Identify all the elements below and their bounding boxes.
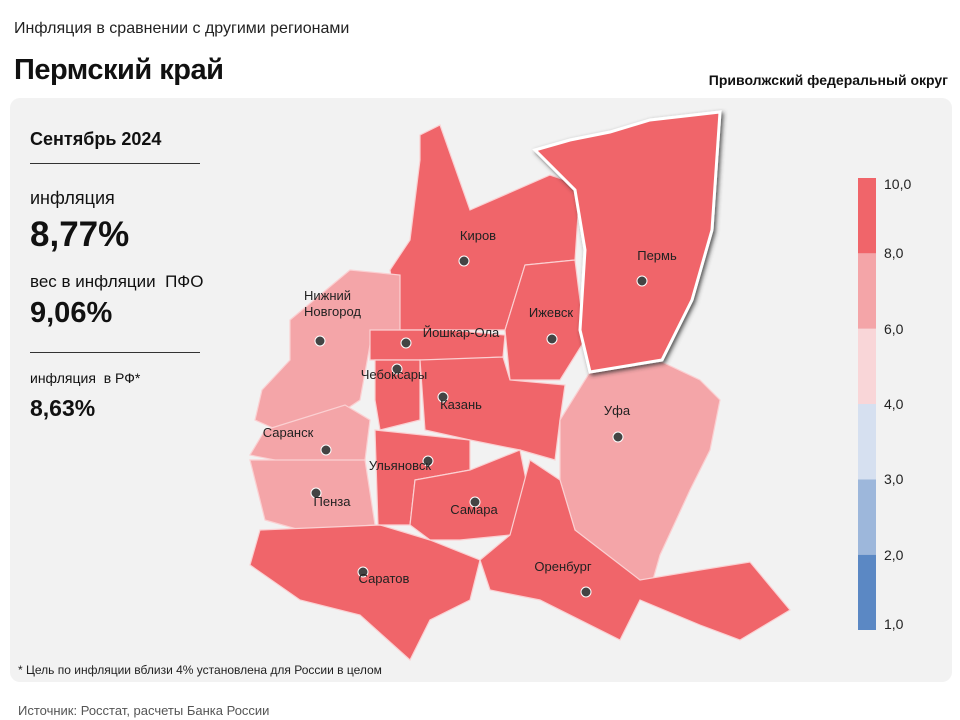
city-label: Оренбург <box>534 559 592 574</box>
city-dot <box>636 275 648 287</box>
city-dot <box>422 455 434 467</box>
city-label: Ульяновск <box>368 458 432 473</box>
city-label: Казань <box>440 397 482 412</box>
city-label: Йошкар-Ола <box>422 325 500 340</box>
city-dot <box>314 335 326 347</box>
rf-value: 8,63% <box>30 395 96 421</box>
weight-label: вес в инфляции ПФО <box>30 272 204 291</box>
period: Сентябрь 2024 <box>30 129 162 149</box>
city-label: Саратов <box>358 571 410 586</box>
legend-tick-label: 6,0 <box>884 320 904 337</box>
region-shape <box>504 259 586 381</box>
divider <box>30 352 200 353</box>
city-dot <box>391 363 403 375</box>
inflation-value: 8,77% <box>30 215 130 254</box>
city-label: Чебоксары <box>360 367 428 382</box>
legend-swatch <box>858 404 876 480</box>
divider <box>30 163 200 164</box>
city-dot <box>437 391 449 403</box>
city-label: Самара <box>450 502 498 517</box>
city-dot <box>320 444 332 456</box>
city-dot <box>458 255 470 267</box>
legend-swatch <box>858 178 876 254</box>
city-dot <box>357 566 369 578</box>
district: Приволжский федеральный округ <box>708 72 948 88</box>
rf-label: инфляция в РФ* <box>30 370 141 386</box>
city-dot <box>580 586 592 598</box>
subtitle: Инфляция в сравнении с другими регионами <box>14 20 350 37</box>
legend-tick-label: 2,0 <box>884 546 904 563</box>
city-dot <box>469 496 481 508</box>
title: Пермский край <box>14 54 224 86</box>
legend-tick-label: 4,0 <box>884 396 904 412</box>
inflation-label: инфляция <box>30 188 115 208</box>
region-shape <box>249 524 481 661</box>
region-shape <box>254 269 401 441</box>
city-label: Пермь <box>637 248 677 263</box>
legend-swatch <box>858 479 876 555</box>
city-label: Нижний Новгород <box>304 288 361 319</box>
city-dot <box>400 337 412 349</box>
region-shape <box>374 359 421 431</box>
city-label: Пенза <box>313 494 351 509</box>
legend-swatch <box>858 328 876 404</box>
legend-tick-label: 10,0 <box>884 176 912 192</box>
legend-tick-label: 8,0 <box>884 245 904 262</box>
city-label: Ижевск <box>528 305 574 320</box>
region-shape <box>532 110 722 374</box>
city-dot <box>612 431 624 443</box>
legend-tick-label: 3,0 <box>884 471 904 488</box>
city-label: Уфа <box>603 403 631 418</box>
weight-value: 9,06% <box>30 297 113 329</box>
footnote: * Цель по инфляции вблизи 4% установлена… <box>18 663 382 677</box>
city-dot <box>310 487 322 499</box>
legend-swatch <box>858 554 876 630</box>
region-shape <box>419 356 566 461</box>
city-dot <box>546 333 558 345</box>
city-label: Саранск <box>262 425 314 440</box>
legend-tick-label: 1,0 <box>884 616 904 632</box>
source: Источник: Росстат, расчеты Банка России <box>18 703 270 718</box>
legend-swatch <box>858 253 876 329</box>
region-shape <box>479 459 791 641</box>
city-label: Киров <box>459 228 497 243</box>
